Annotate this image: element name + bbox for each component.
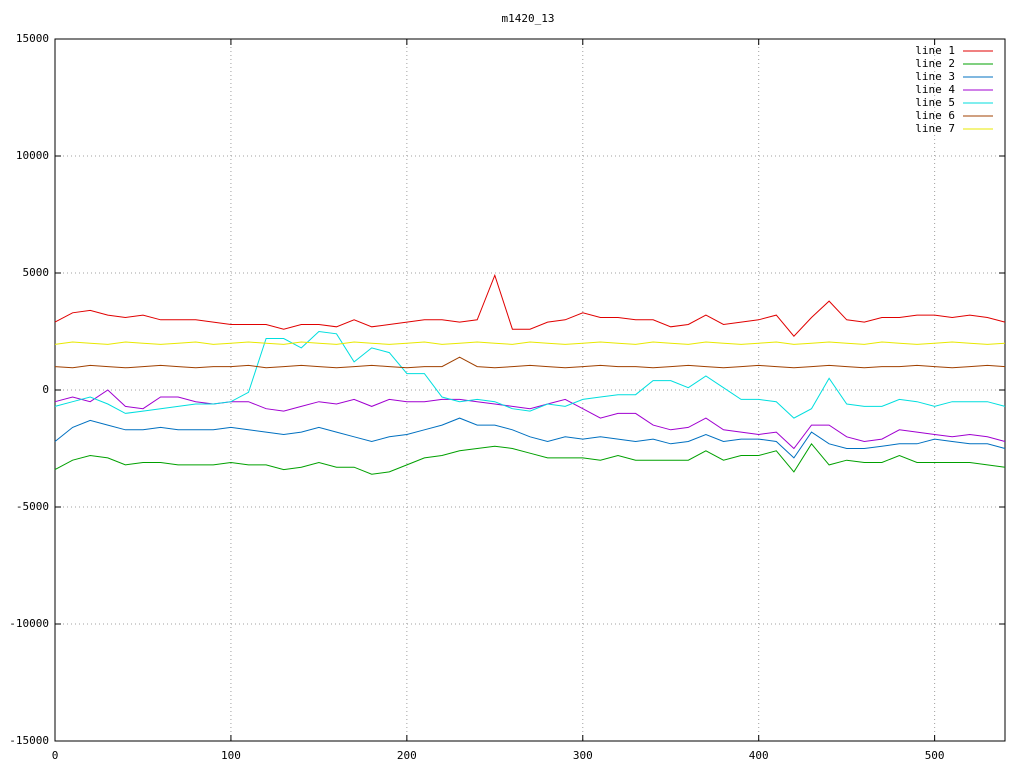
x-tick-label: 100 <box>221 749 241 762</box>
y-tick-label: -15000 <box>9 734 49 747</box>
legend-label: line 1 <box>915 44 955 57</box>
plot-frame <box>54 38 1006 742</box>
y-tick-label: 10000 <box>16 149 49 162</box>
x-tick-label: 0 <box>52 749 59 762</box>
legend-label: line 5 <box>915 96 955 109</box>
series-line <box>54 389 1006 450</box>
series-line <box>54 273 1006 337</box>
x-tick-label: 200 <box>397 749 417 762</box>
series-line <box>54 417 1006 459</box>
legend-label: line 7 <box>915 122 955 135</box>
y-tick-label: 15000 <box>16 32 49 45</box>
x-tick-label: 300 <box>573 749 593 762</box>
series-line <box>54 356 1006 369</box>
x-tick-label: 500 <box>925 749 945 762</box>
y-tick-label: 0 <box>42 383 49 396</box>
series-line <box>54 442 1006 475</box>
legend-label: line 4 <box>915 83 955 96</box>
x-tick-label: 400 <box>749 749 769 762</box>
series-line <box>54 330 1006 419</box>
chart-title: m1420_13 <box>502 12 555 25</box>
legend-label: line 6 <box>915 109 955 122</box>
y-tick-label: -5000 <box>16 500 49 513</box>
series-line <box>54 341 1006 345</box>
y-tick-label: -10000 <box>9 617 49 630</box>
legend-label: line 2 <box>915 57 955 70</box>
y-tick-label: 5000 <box>23 266 50 279</box>
legend-label: line 3 <box>915 70 955 83</box>
